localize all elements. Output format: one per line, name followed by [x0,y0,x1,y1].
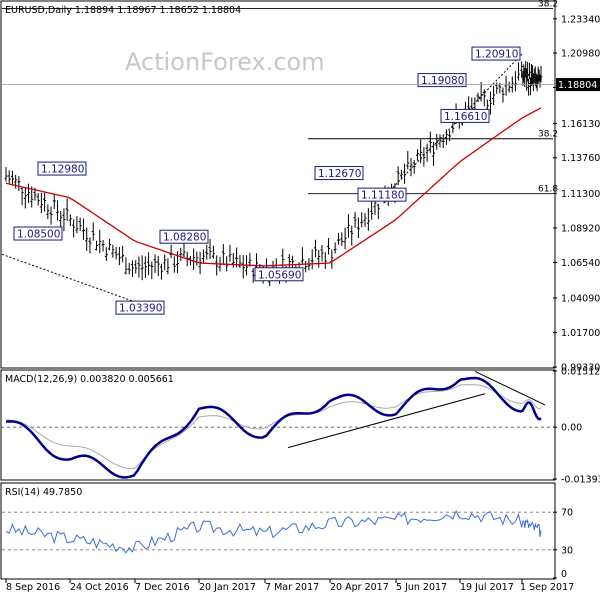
macd-tick-label: -0.013938 [561,475,600,486]
price-tick-label: 1.01700 [561,328,600,339]
price-label: 1.03390 [119,303,162,315]
price-label-box [13,226,63,241]
macd-panel [0,369,556,481]
rsi-tick-label: 70 [561,508,573,519]
current-price-tag: 1.18804 [558,80,597,91]
price-panel [0,0,556,369]
price-tick-label: 1.04090 [561,293,600,304]
fib-level-label: 38.2 [538,0,558,10]
price-label-box [37,161,87,176]
chart-title: EURUSD,Daily 1.18894 1.18967 1.18652 1.1… [5,5,241,16]
price-tick-label: 1.11300 [561,189,600,200]
date-axis: 8 Sep 2016 24 Oct 2016 7 Dec 2016 20 Jan 20… [5,579,574,593]
moving-average-line [5,107,542,267]
date-tick-label: 7 Mar 2017 [265,582,319,593]
macd-axis: 0.01512 0.00 -0.013938 [553,367,600,486]
rsi-levels [2,511,553,551]
rsi-title: RSI(14) 49.7850 [5,487,82,498]
macd-signal-line [5,384,542,470]
price-tick-label: 0.99330 [561,363,600,374]
macd-tick-label: 0.01512 [561,367,600,378]
price-label: 1.12670 [318,168,361,180]
price-axis: 1.233401.209801.186101.161301.137601.113… [553,14,600,374]
macd-main-line [5,376,542,479]
date-tick-label: 8 Sep 2016 [6,582,60,593]
price-label-box [254,267,304,282]
fib-level-label: 61.8 [538,185,558,195]
price-labels: 1.12980 1.08500 1.03390 1.08280 1.05690 1.126… [13,46,521,315]
price-label-box [417,73,467,88]
price-label-box [471,46,521,61]
price-tick-label: 1.16130 [561,119,600,130]
price-tick-label: 1.06540 [561,258,600,269]
rsi-tick-label: 30 [561,545,573,556]
price-label-box [159,229,209,244]
rsi-axis: 70 30 0 [553,508,573,580]
date-tick-label: 19 Jul 2017 [460,582,514,593]
price-tick-label: 1.13760 [561,153,600,164]
price-label: 1.08280 [163,232,206,244]
date-tick-label: 5 Jun 2017 [396,582,447,593]
rsi-tick-label: 0 [561,569,567,580]
price-tick-label: 1.08920 [561,223,600,234]
macd-tick-label: 0.00 [561,423,582,434]
price-label: 1.16610 [444,111,487,123]
price-label-box [115,300,165,315]
price-label: 1.19080 [421,75,464,87]
price-label: 1.12980 [41,164,84,176]
macd-title: MACD(12,26,9) 0.003820 0.005661 [5,374,174,385]
price-label: 1.20910 [475,49,518,61]
watermark: ActionForex.com [125,48,325,76]
date-tick-label: 1 Sep 2017 [520,582,574,593]
date-tick-label: 7 Dec 2016 [135,582,190,593]
date-tick-label: 20 Apr 2017 [330,582,389,593]
date-tick-label: 24 Oct 2016 [70,582,129,593]
rsi-line [5,509,542,554]
current-price-tag-bg [556,78,600,92]
macd-support-trendline [287,393,486,449]
price-label-box [440,108,490,123]
macd-trendlines [287,370,546,449]
fib-level-label: 38.2 [538,130,558,140]
date-tick-label: 20 Jan 2017 [199,582,256,593]
macd-resistance-trendline [474,370,546,406]
price-tick-label: 1.23340 [561,14,600,25]
price-label-box [357,187,407,202]
price-label-box [314,166,364,181]
price-label: 1.08500 [17,229,60,241]
price-label: 1.05690 [258,269,301,281]
price-tick-label: 1.20980 [561,49,600,60]
rsi-panel [0,482,556,580]
price-label: 1.11180 [361,190,404,202]
